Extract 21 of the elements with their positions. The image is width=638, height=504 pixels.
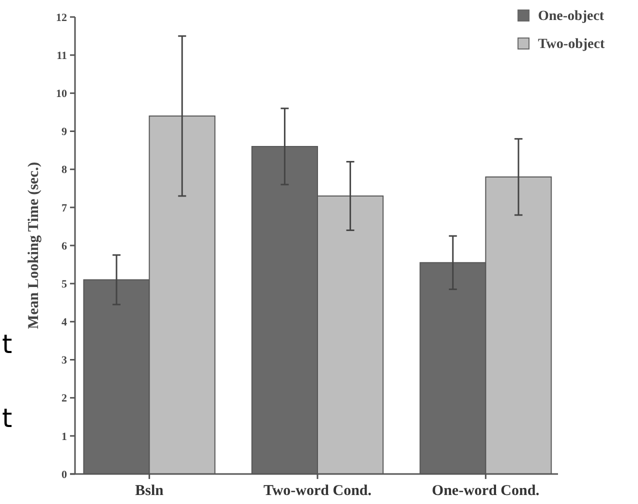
- text: t: [2, 330, 12, 360]
- y-tick-label: 3: [62, 354, 68, 367]
- x-tick-label: One-word Cond.: [432, 483, 540, 499]
- y-axis-title: Mean Looking Time (sec.): [26, 162, 42, 329]
- text: t: [2, 404, 12, 434]
- y-tick-label: 7: [62, 202, 68, 214]
- y-tick-label: 4: [62, 316, 68, 329]
- legend-label: Two-object: [538, 37, 605, 52]
- y-tick-label: 2: [62, 392, 68, 405]
- y-tick-label: 12: [56, 12, 68, 24]
- y-tick-label: 1: [62, 430, 67, 443]
- y-tick-label: 0: [62, 468, 68, 481]
- y-tick-label: 10: [56, 88, 68, 100]
- y-tick-label: 9: [62, 126, 68, 138]
- legend-label: One-object: [538, 9, 604, 24]
- y-tick-label: 5: [62, 278, 68, 290]
- x-tick-label: Bsln: [135, 483, 164, 499]
- y-tick-label: 6: [62, 240, 68, 252]
- y-tick-label: 8: [62, 164, 68, 176]
- x-tick-label: Two-word Cond.: [263, 483, 372, 499]
- y-tick-label: 11: [56, 50, 67, 62]
